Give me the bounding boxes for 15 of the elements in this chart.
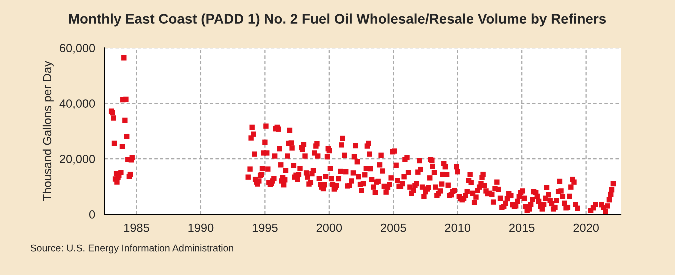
x-tick-label: 2000 bbox=[316, 224, 342, 232]
x-tick-label: 1990 bbox=[188, 224, 214, 232]
x-tick-label: 1985 bbox=[124, 224, 150, 232]
y-tick-label: 60,000 bbox=[60, 44, 96, 54]
chart-title: Monthly East Coast (PADD 1) No. 2 Fuel Oil Wholesale/Resale Volume by Refiners bbox=[69, 14, 606, 27]
x-tick-label: 2015 bbox=[510, 224, 535, 232]
source-note: Source: U.S. Energy Information Administration bbox=[30, 244, 234, 254]
x-tick-label: 1995 bbox=[252, 224, 278, 232]
x-tick-label: 2005 bbox=[381, 224, 406, 232]
y-tick-label: 20,000 bbox=[60, 155, 96, 165]
x-tick-label: 2010 bbox=[445, 224, 471, 232]
y-axis-title: Thousand Gallons per Day bbox=[42, 61, 54, 202]
x-tick-label: 2020 bbox=[574, 224, 599, 232]
y-tick-label: 40,000 bbox=[60, 100, 96, 110]
y-tick-label: 0 bbox=[89, 210, 96, 219]
